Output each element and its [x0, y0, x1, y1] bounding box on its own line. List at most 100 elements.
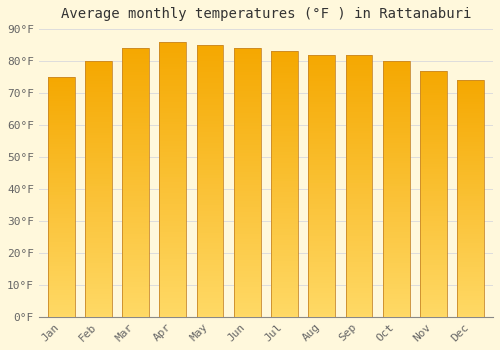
Bar [383, 212, 409, 215]
Bar [122, 59, 149, 62]
Bar [346, 309, 372, 312]
Bar [48, 211, 74, 214]
Bar [85, 138, 112, 140]
Bar [234, 207, 260, 209]
Bar [271, 152, 298, 155]
Bar [420, 127, 447, 130]
Bar [271, 89, 298, 91]
Bar [122, 134, 149, 137]
Bar [420, 130, 447, 132]
Bar [234, 293, 260, 295]
Bar [271, 120, 298, 123]
Bar [383, 258, 409, 260]
Bar [271, 134, 298, 136]
Bar [346, 299, 372, 301]
Bar [196, 148, 224, 151]
Bar [48, 91, 74, 94]
Bar [308, 236, 335, 238]
Bar [346, 259, 372, 262]
Bar [160, 141, 186, 144]
Bar [234, 233, 260, 236]
Bar [196, 265, 224, 268]
Bar [122, 285, 149, 287]
Bar [420, 159, 447, 162]
Bar [346, 196, 372, 199]
Bar [48, 151, 74, 154]
Bar [383, 230, 409, 232]
Bar [234, 228, 260, 231]
Bar [271, 110, 298, 112]
Bar [85, 74, 112, 76]
Bar [271, 171, 298, 174]
Bar [308, 191, 335, 194]
Bar [48, 96, 74, 99]
Bar [48, 243, 74, 245]
Bar [458, 241, 484, 244]
Bar [122, 185, 149, 188]
Bar [346, 136, 372, 139]
Bar [234, 236, 260, 239]
Bar [271, 179, 298, 181]
Bar [196, 205, 224, 208]
Bar [122, 172, 149, 174]
Bar [48, 312, 74, 314]
Bar [346, 76, 372, 78]
Bar [271, 312, 298, 314]
Bar [48, 116, 74, 118]
Bar [48, 111, 74, 113]
Bar [48, 154, 74, 156]
Bar [196, 146, 224, 148]
Bar [383, 248, 409, 250]
Bar [458, 295, 484, 298]
Bar [234, 255, 260, 258]
Bar [308, 288, 335, 290]
Bar [458, 135, 484, 137]
Bar [383, 174, 409, 176]
Bar [234, 285, 260, 287]
Bar [420, 90, 447, 93]
Bar [160, 152, 186, 155]
Bar [85, 102, 112, 105]
Bar [420, 216, 447, 218]
Bar [458, 83, 484, 85]
Bar [420, 307, 447, 309]
Bar [271, 123, 298, 126]
Bar [160, 138, 186, 141]
Bar [160, 306, 186, 309]
Bar [420, 218, 447, 221]
Bar [122, 252, 149, 255]
Bar [122, 145, 149, 148]
Bar [383, 61, 409, 64]
Bar [196, 238, 224, 241]
Bar [234, 258, 260, 260]
Bar [308, 128, 335, 131]
Bar [85, 61, 112, 64]
Bar [308, 120, 335, 123]
Bar [48, 195, 74, 197]
Bar [308, 285, 335, 288]
Bar [85, 191, 112, 194]
Bar [271, 187, 298, 189]
Bar [420, 157, 447, 159]
Bar [271, 75, 298, 78]
Bar [196, 78, 224, 80]
Bar [234, 244, 260, 247]
Bar [308, 125, 335, 128]
Bar [196, 306, 224, 309]
Bar [308, 290, 335, 293]
Bar [346, 314, 372, 317]
Bar [420, 245, 447, 248]
Bar [458, 258, 484, 260]
Bar [122, 228, 149, 231]
Bar [234, 268, 260, 271]
Bar [196, 154, 224, 156]
Bar [48, 185, 74, 187]
Bar [346, 152, 372, 154]
Bar [346, 157, 372, 160]
Bar [196, 249, 224, 252]
Bar [308, 162, 335, 165]
Bar [122, 169, 149, 172]
Bar [196, 279, 224, 281]
Bar [122, 156, 149, 158]
Bar [160, 309, 186, 311]
